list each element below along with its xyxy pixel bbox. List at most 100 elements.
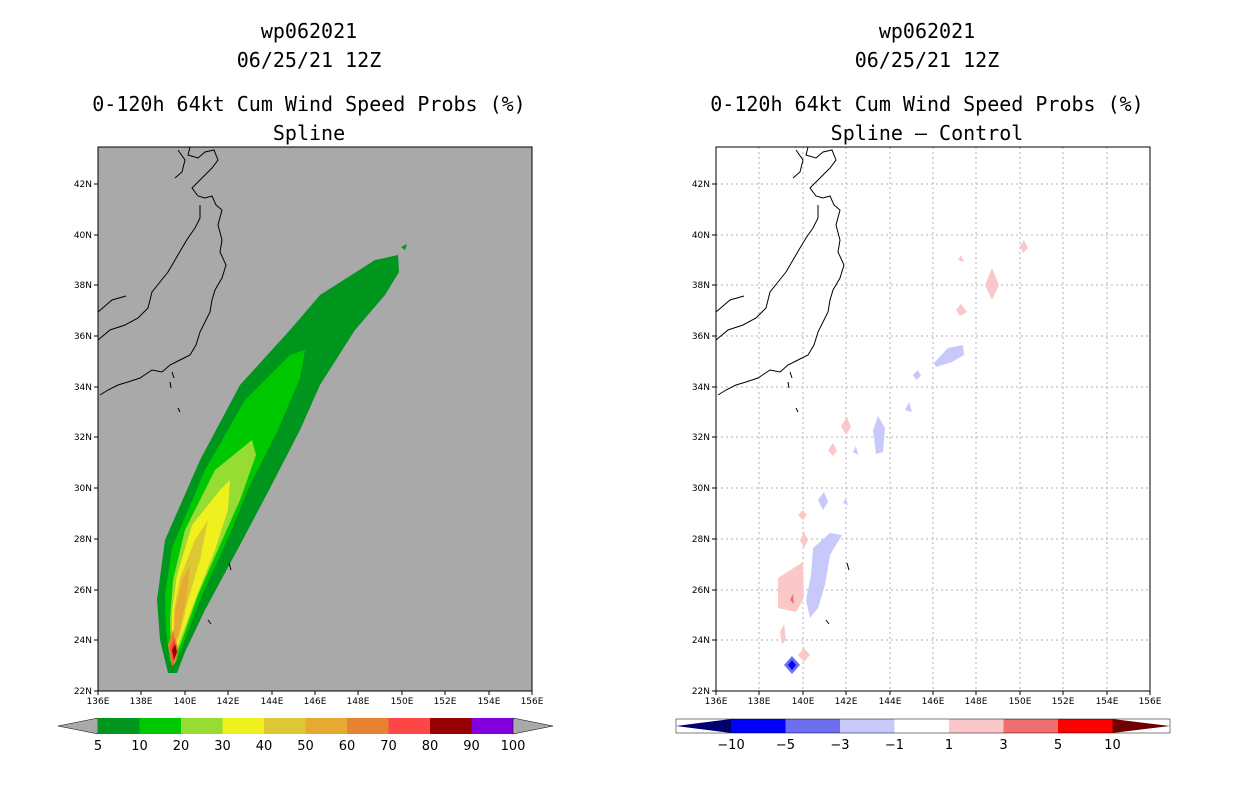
colorbar-label: −5 (776, 738, 795, 753)
lon-label: 152E (434, 697, 457, 707)
colorbar-swatch (222, 718, 264, 734)
colorbar-high-arrow (1112, 719, 1170, 733)
colorbar-label: 70 (380, 739, 397, 754)
lat-label: 28N (74, 535, 92, 545)
diff-positive (841, 417, 851, 435)
left-title-product: 0-120h 64kt Cum Wind Speed Probs (%) (92, 92, 526, 116)
left-prob-swath (157, 244, 407, 673)
lat-label: 38N (74, 281, 92, 291)
diff-positive (780, 624, 786, 644)
colorbar-label: 30 (214, 739, 231, 754)
right-panel: wp062021 06/25/21 12Z 0-120h 64kt Cum Wi… (618, 0, 1236, 800)
lon-label: 142E (217, 697, 240, 707)
lat-label: 24N (692, 636, 710, 646)
lat-label: 22N (692, 687, 710, 697)
diff-negative (788, 660, 796, 670)
lat-label: 28N (692, 535, 710, 545)
lon-label: 144E (879, 697, 902, 707)
lon-label: 148E (965, 697, 988, 707)
colorbar-label: −1 (885, 738, 904, 753)
left-title-date: 06/25/21 12Z (236, 48, 382, 72)
swath-80 (172, 644, 177, 660)
lon-label: 156E (521, 697, 544, 707)
lon-label: 146E (304, 697, 327, 707)
diff-positive (828, 443, 837, 456)
lon-label: 138E (130, 697, 153, 707)
lat-label: 26N (74, 586, 92, 596)
colorbar-swatch (894, 719, 949, 733)
colorbar-outline (675, 718, 1171, 734)
right-title-storm: wp062021 (878, 19, 976, 43)
colorbar-swatch (98, 718, 140, 734)
diff-negative (818, 492, 828, 510)
lat-label: 36N (692, 332, 710, 342)
lon-label: 136E (705, 697, 728, 707)
diff-positive (800, 532, 808, 548)
lon-label: 148E (347, 697, 370, 707)
colorbar-label: −3 (830, 738, 849, 753)
colorbar-low-arrow (676, 719, 731, 733)
colorbar-label: 90 (463, 739, 480, 754)
lat-label: 30N (74, 484, 92, 494)
diff-positive (798, 510, 807, 520)
lon-label: 154E (1096, 697, 1119, 707)
colorbar-swatch (840, 719, 895, 733)
colorbar-swatch (785, 719, 840, 733)
right-diff-patches (778, 240, 1028, 674)
colorbar-label: 10 (1104, 738, 1121, 753)
colorbar-swatch (305, 718, 347, 734)
lat-label: 36N (74, 332, 92, 342)
lon-label: 154E (478, 697, 501, 707)
swath-50 (173, 565, 190, 646)
lon-label: 150E (391, 697, 414, 707)
colorbar-swatch (181, 718, 223, 734)
colorbar-swatch (139, 718, 181, 734)
diff-positive (778, 562, 804, 612)
right-title-product: 0-120h 64kt Cum Wind Speed Probs (%) (710, 92, 1144, 116)
colorbar-label: 5 (94, 739, 102, 754)
lon-label: 150E (1009, 697, 1032, 707)
colorbar-swatch (264, 718, 306, 734)
right-colorbar: −10 −5 −3 −1 1 3 5 10 (675, 718, 1171, 753)
right-gridlines (716, 147, 1150, 691)
colorbar-low-arrow (57, 717, 99, 735)
lon-label: 136E (87, 697, 110, 707)
right-title-date: 06/25/21 12Z (854, 48, 1000, 72)
colorbar-swatch (1058, 719, 1113, 733)
diff-negative (934, 345, 964, 367)
colorbar-swatch (731, 719, 786, 733)
diff-positive (956, 304, 967, 316)
colorbar-label: 50 (297, 739, 314, 754)
lon-label: 142E (835, 697, 858, 707)
lat-label: 42N (692, 180, 710, 190)
left-title-storm: wp062021 (260, 19, 358, 43)
colorbar-swatch (347, 718, 389, 734)
diff-negative (843, 498, 848, 505)
right-lon-ticks: 136E 138E 140E 142E 144E 146E 148E 150E … (705, 691, 1162, 707)
lat-label: 26N (692, 586, 710, 596)
diff-negative (913, 370, 921, 380)
lat-label: 24N (74, 636, 92, 646)
lat-label: 22N (74, 687, 92, 697)
colorbar-swatch (949, 719, 1004, 733)
colorbar-swatch (1003, 719, 1058, 733)
lon-label: 140E (792, 697, 815, 707)
right-map: 136E 138E 140E 142E 144E 146E 148E 150E … (675, 146, 1171, 753)
lat-label: 34N (692, 383, 710, 393)
right-coastline (715, 146, 850, 625)
swath-5 (157, 255, 399, 673)
diff-positive (958, 255, 964, 262)
right-title-method: Spline – Control (830, 121, 1024, 145)
colorbar-swatch (430, 718, 472, 734)
lon-label: 152E (1052, 697, 1075, 707)
left-colorbar: 5 10 20 30 40 50 60 70 80 90 100 (57, 717, 554, 754)
lon-label: 140E (174, 697, 197, 707)
colorbar-label: −10 (717, 738, 744, 753)
colorbar-label: 20 (173, 739, 190, 754)
lon-label: 146E (922, 697, 945, 707)
lat-label: 40N (74, 231, 92, 241)
colorbar-label: 1 (945, 738, 953, 753)
left-coastline (97, 146, 232, 625)
diff-negative (905, 402, 912, 412)
lat-label: 34N (74, 383, 92, 393)
